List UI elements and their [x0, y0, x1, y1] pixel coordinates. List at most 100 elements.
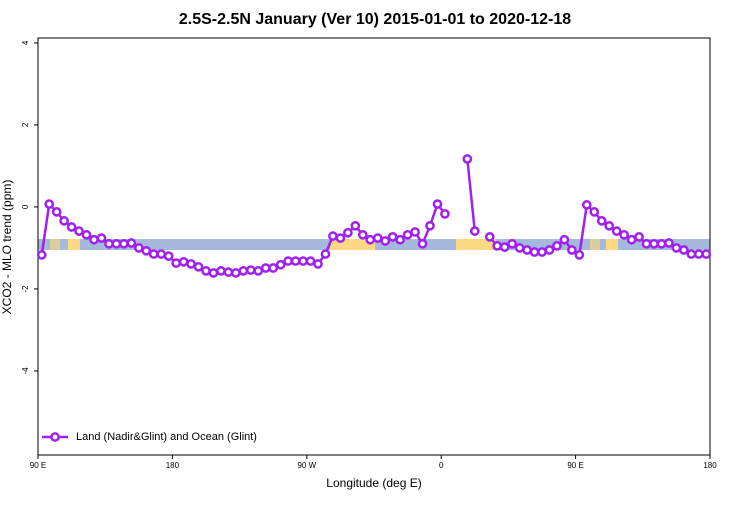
data-point	[693, 249, 704, 259]
data-point	[36, 250, 47, 260]
x-tick-label: 90 E	[567, 461, 583, 470]
x-tick-label: 90 W	[297, 461, 316, 470]
data-point	[171, 258, 181, 268]
data-point	[357, 229, 368, 240]
data-point	[514, 243, 525, 253]
data-point	[320, 249, 331, 259]
data-point	[343, 227, 353, 238]
data-point	[432, 199, 443, 209]
data-point	[552, 241, 562, 251]
data-point	[559, 234, 570, 245]
data-point	[469, 226, 480, 236]
data-point	[425, 220, 435, 231]
plot-frame	[37, 37, 711, 456]
data-point	[208, 268, 219, 278]
data-point	[59, 216, 69, 226]
data-point	[417, 238, 428, 249]
y-tick-label: 2	[21, 122, 30, 127]
data-point	[387, 232, 398, 242]
data-point	[141, 245, 152, 256]
land-band	[330, 239, 375, 250]
data-point	[126, 238, 137, 248]
data-point	[201, 266, 211, 276]
legend-item: Land (Nadir&Glint) and Ocean (Glint)	[42, 431, 257, 443]
data-point	[581, 200, 592, 210]
data-point	[298, 256, 308, 266]
data-point	[544, 245, 555, 255]
data-point	[656, 238, 667, 249]
data-point	[51, 207, 62, 217]
y-tick-label: -2	[21, 285, 30, 293]
x-tick-label: 0	[439, 461, 444, 470]
land-band	[606, 239, 618, 250]
land-band	[50, 239, 60, 250]
land-ocean-band	[38, 239, 710, 250]
data-point	[626, 234, 637, 245]
data-point	[328, 231, 338, 241]
land-band	[590, 239, 600, 250]
data-point	[365, 234, 376, 245]
data-point	[440, 209, 450, 219]
data-point	[529, 247, 540, 257]
data-point	[313, 259, 323, 269]
data-point	[66, 222, 77, 232]
data-point	[492, 241, 503, 251]
land-band	[68, 239, 80, 250]
data-point	[395, 234, 405, 245]
data-point	[686, 249, 697, 259]
data-point	[596, 216, 607, 226]
data-point	[589, 207, 600, 217]
data-point	[402, 229, 413, 240]
y-axis-label: XCO2 - MLO trend (ppm)	[0, 180, 14, 315]
data-point	[604, 220, 615, 231]
data-point	[74, 226, 84, 236]
y-tick-label: 4	[21, 40, 30, 45]
x-tick-label: 90 E	[30, 461, 46, 470]
data-point	[671, 243, 682, 253]
x-tick-label: 180	[166, 461, 180, 470]
data-point	[567, 245, 577, 255]
data-point	[223, 267, 234, 277]
data-point	[484, 232, 495, 242]
data-point	[641, 238, 652, 249]
data-point	[148, 249, 159, 259]
data-point	[611, 226, 622, 236]
y-tick-label: 0	[21, 204, 30, 209]
data-point	[268, 263, 279, 273]
data-point	[283, 256, 293, 266]
legend-swatch-point	[50, 432, 60, 442]
data-point	[290, 256, 301, 266]
data-point	[111, 238, 122, 249]
data-point	[193, 261, 204, 272]
data-point	[701, 249, 712, 259]
data-point	[522, 245, 532, 255]
land-band	[456, 239, 496, 250]
data-point	[507, 238, 517, 249]
data-point	[89, 234, 99, 245]
data-point	[380, 236, 391, 246]
data-point	[305, 256, 316, 266]
y-tick-label: -4	[21, 367, 30, 375]
data-point	[372, 233, 383, 243]
data-point	[81, 229, 92, 240]
x-tick-label: 180	[703, 461, 717, 470]
data-point	[537, 247, 547, 257]
chart-title: 2.5S-2.5N January (Ver 10) 2015-01-01 to…	[179, 11, 571, 28]
data-point	[619, 229, 629, 240]
data-point	[679, 245, 689, 255]
data-point	[499, 242, 510, 252]
data-point	[238, 266, 249, 276]
data-point	[119, 238, 129, 249]
data-point	[335, 233, 346, 243]
data-point	[216, 266, 226, 276]
data-point	[44, 199, 55, 209]
data-point	[350, 220, 361, 231]
series-line	[40, 158, 707, 275]
data-point	[178, 257, 189, 267]
data-point	[253, 266, 264, 276]
data-point	[260, 263, 271, 273]
data-point	[462, 154, 473, 164]
legend-label: Land (Nadir&Glint) and Ocean (Glint)	[76, 431, 257, 443]
data-point	[186, 259, 196, 269]
